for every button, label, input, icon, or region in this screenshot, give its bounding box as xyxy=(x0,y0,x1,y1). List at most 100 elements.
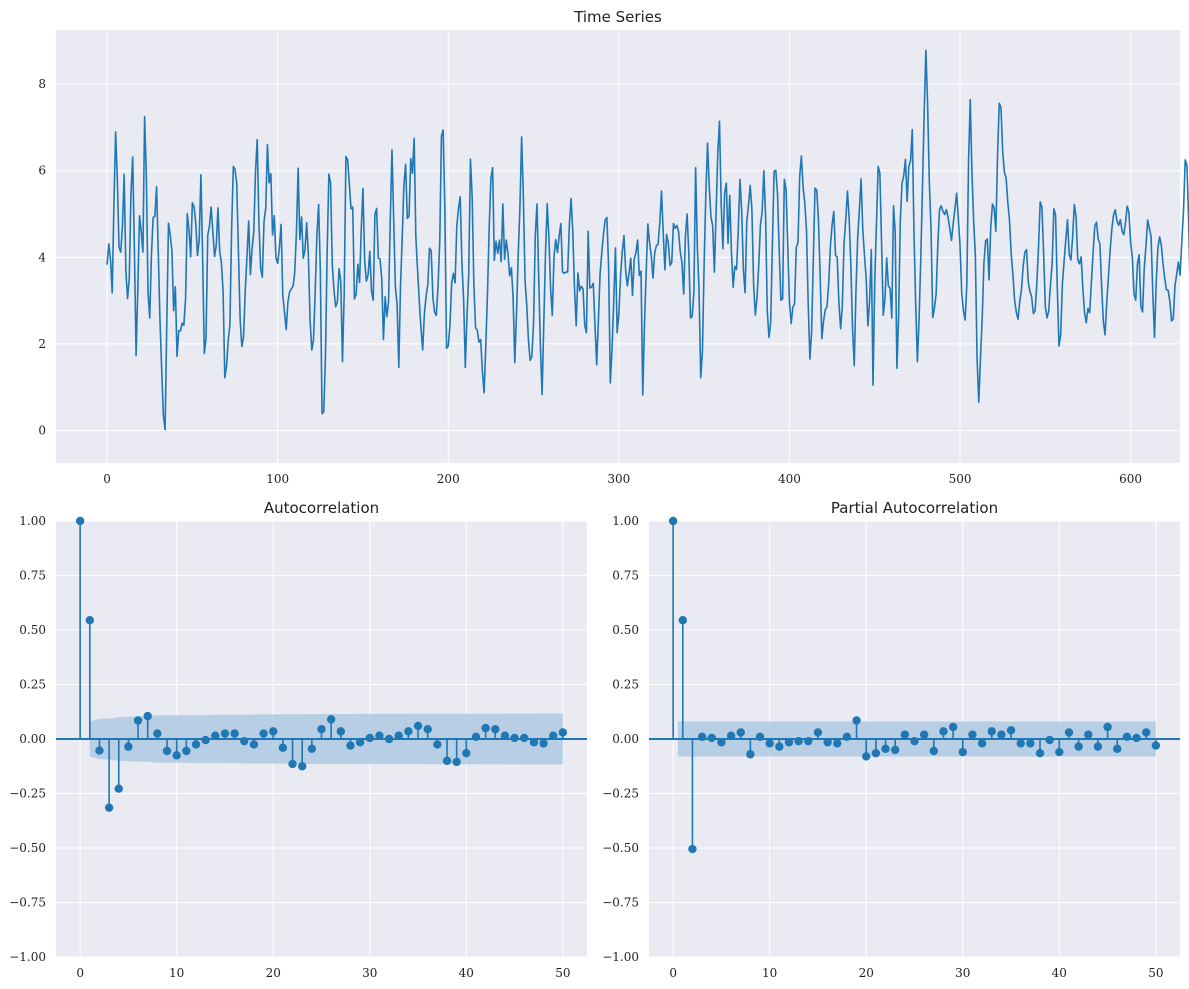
acf-point xyxy=(201,735,210,745)
ts-y-tick-label: 8 xyxy=(38,77,46,91)
pacf-point xyxy=(910,736,919,746)
acf-y-tick-label: 0.75 xyxy=(19,569,46,583)
pacf-x-tick-label: 10 xyxy=(762,966,777,980)
pacf-y-tick-label: −0.50 xyxy=(602,841,639,855)
acf-point xyxy=(355,738,365,747)
pacf-point xyxy=(948,722,958,732)
pacf-point xyxy=(958,747,967,757)
pacf-point xyxy=(784,738,794,747)
time-series-marks xyxy=(106,49,1189,431)
acf-point xyxy=(317,724,326,734)
acf-point xyxy=(442,756,452,765)
pacf-point xyxy=(1132,733,1141,743)
acf-panel: 0 10 20 30 40 50 −1.00 −0.75 −0.50 −0.25 0.00 0.25 0… xyxy=(9,499,587,980)
pacf-point xyxy=(977,739,987,748)
acf-marks xyxy=(56,516,587,812)
pacf-point xyxy=(929,746,939,756)
acf-point xyxy=(240,736,249,746)
pacf-y-tick-label: 0.75 xyxy=(612,569,639,583)
ts-x-tick-label: 500 xyxy=(949,472,972,486)
pacf-x-tick-label: 30 xyxy=(955,966,970,980)
acf-point xyxy=(346,741,355,750)
ts-y-tick-label: 4 xyxy=(38,250,46,264)
pacf-point xyxy=(890,745,900,755)
acf-y-tick-label: −0.75 xyxy=(9,896,46,910)
pacf-y-tick-label: −0.75 xyxy=(602,896,639,910)
time-series-ticks: 0 100 200 300 400 500 600 0 2 4 6 8 xyxy=(38,77,1142,486)
acf-y-tick-label: −0.25 xyxy=(9,787,46,801)
pacf-point xyxy=(804,736,813,746)
pacf-point xyxy=(842,732,852,742)
pacf-point xyxy=(1122,732,1132,742)
acf-point xyxy=(259,729,268,738)
acf-point xyxy=(191,740,201,749)
acf-point xyxy=(249,740,259,749)
pacf-point xyxy=(1103,722,1112,732)
acf-point xyxy=(394,731,403,740)
acf-point xyxy=(365,733,374,743)
acf-point xyxy=(500,731,510,740)
acf-point xyxy=(75,516,85,526)
pacf-point xyxy=(736,728,745,737)
acf-title: Autocorrelation xyxy=(264,499,379,517)
acf-x-tick-label: 20 xyxy=(266,966,281,980)
acf-point xyxy=(471,732,481,742)
time-series-title: Time Series xyxy=(573,8,662,26)
pacf-point xyxy=(968,730,977,739)
ts-x-tick-label: 0 xyxy=(103,472,111,486)
acf-point xyxy=(549,731,558,740)
pacf-point xyxy=(717,738,726,747)
acf-point xyxy=(278,743,288,752)
acf-x-tick-label: 50 xyxy=(555,966,570,980)
acf-point xyxy=(481,723,490,733)
acf-point xyxy=(529,738,539,747)
pacf-point xyxy=(1151,741,1161,750)
ts-y-tick-label: 2 xyxy=(38,337,46,351)
acf-point xyxy=(288,759,297,769)
pacf-point xyxy=(1113,744,1122,754)
pacf-y-tick-label: 1.00 xyxy=(612,514,639,528)
pacf-point xyxy=(862,752,871,761)
acf-point xyxy=(336,727,346,736)
ts-x-tick-label: 400 xyxy=(778,472,801,486)
ts-y-tick-label: 6 xyxy=(38,164,46,178)
ts-x-tick-label: 300 xyxy=(607,472,630,486)
acf-x-tick-label: 30 xyxy=(362,966,377,980)
acf-point xyxy=(220,729,230,738)
acf-point xyxy=(452,757,461,767)
pacf-point xyxy=(765,739,774,748)
pacf-point xyxy=(1142,728,1151,737)
acf-y-tick-label: −1.00 xyxy=(9,950,46,964)
acf-point xyxy=(491,724,500,734)
pacf-point xyxy=(775,742,784,751)
acf-point xyxy=(153,729,162,738)
acf-y-tick-label: −0.50 xyxy=(9,841,46,855)
acf-ticks: 0 10 20 30 40 50 −1.00 −0.75 −0.50 −0.25 0.00 0.25 0… xyxy=(9,514,570,980)
acf-point xyxy=(307,744,317,754)
pacf-point xyxy=(1093,742,1103,751)
pacf-point xyxy=(1045,735,1054,745)
pacf-y-tick-label: 0.50 xyxy=(612,623,639,637)
acf-point xyxy=(433,740,442,749)
pacf-point xyxy=(919,730,929,739)
pacf-point xyxy=(987,727,996,736)
ts-x-tick-label: 600 xyxy=(1119,472,1142,486)
ts-y-tick-label: 0 xyxy=(38,424,46,438)
pacf-point xyxy=(881,744,890,754)
pacf-ticks: 0 10 20 30 40 50 −1.00 −0.75 −0.50 −0.25 0.00 0.25 0… xyxy=(602,514,1163,980)
pacf-point xyxy=(852,716,861,725)
pacf-point xyxy=(871,748,881,758)
acf-y-tick-label: 0.50 xyxy=(19,623,46,637)
acf-point xyxy=(230,729,239,738)
time-series-plot-area xyxy=(56,30,1180,463)
acf-y-tick-label: 0.25 xyxy=(19,678,46,692)
acf-point xyxy=(124,742,133,751)
pacf-point xyxy=(794,736,803,746)
pacf-point xyxy=(1035,748,1045,758)
acf-x-tick-label: 40 xyxy=(459,966,474,980)
pacf-point xyxy=(697,732,707,742)
pacf-point xyxy=(823,738,832,747)
acf-point xyxy=(182,746,191,756)
pacf-y-tick-label: 0.00 xyxy=(612,732,639,746)
pacf-marks xyxy=(649,516,1180,854)
